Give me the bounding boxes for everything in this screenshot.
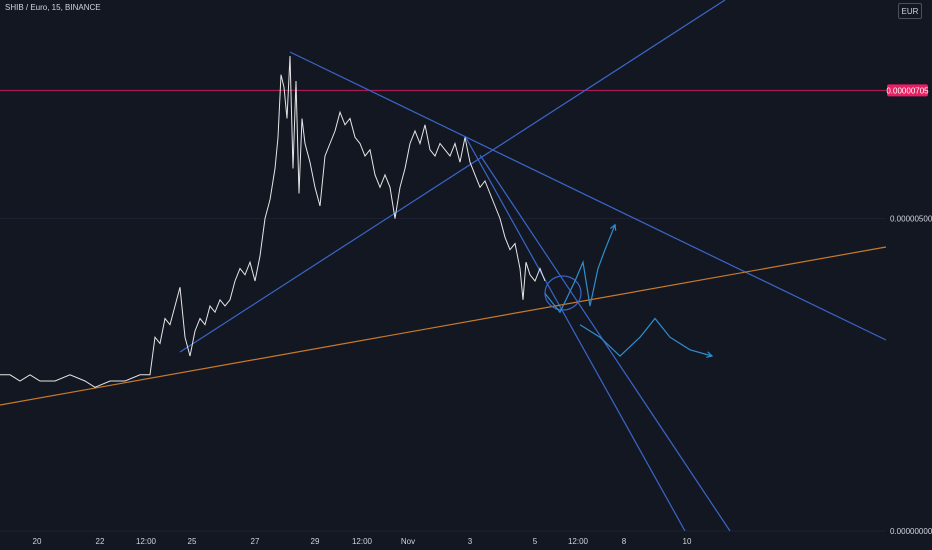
- highlight-circle: [544, 275, 582, 311]
- x-tick-label: 5: [533, 537, 538, 546]
- projection-arrowhead: [706, 351, 714, 358]
- price-line: [0, 55, 546, 388]
- trend-line: [289, 51, 887, 341]
- trend-line: [464, 135, 686, 532]
- x-tick-label: 22: [96, 537, 105, 546]
- y-tick-label: 0.00000000: [890, 527, 932, 536]
- level-price-tag: [887, 84, 928, 97]
- x-tick-label: 12:00: [352, 537, 373, 546]
- projection-paths: [544, 223, 714, 358]
- time-axis: 20 22 12:00 25 27 29 12:00 Nov 3 5 12:00 8 10: [33, 537, 692, 546]
- projection-arrowhead: [609, 223, 617, 231]
- trend-line: [179, 0, 726, 353]
- price-series: [0, 55, 546, 388]
- projection-up-path: [544, 224, 616, 314]
- symbol-title: SHIB / Euro, 15, BINANCE: [5, 3, 101, 12]
- x-tick-label: 3: [468, 537, 473, 546]
- x-tick-label: 12:00: [136, 537, 157, 546]
- x-tick-label: 20: [33, 537, 42, 546]
- x-tick-label: 12:00: [568, 537, 589, 546]
- projection-down-path: [579, 317, 713, 357]
- x-tick-label: 10: [683, 537, 692, 546]
- x-tick-label: 29: [311, 537, 320, 546]
- y-tick-label: 0.00000500: [890, 215, 932, 224]
- x-tick-label: 25: [188, 537, 197, 546]
- level-price-label: 0.00000705: [886, 86, 929, 95]
- currency-button[interactable]: EUR: [898, 3, 922, 19]
- support-trend-line: [0, 246, 887, 406]
- x-tick-label: 8: [622, 537, 627, 546]
- trend-line: [479, 154, 731, 532]
- trend-lines: [0, 0, 887, 532]
- x-tick-label: 27: [251, 537, 260, 546]
- price-axis: 0.000080000.000075000.000070000.00006500…: [890, 215, 932, 537]
- x-tick-label: Nov: [401, 537, 415, 546]
- horizontal-levels: 0.000076720.000038660.000030030.00002275…: [0, 84, 929, 97]
